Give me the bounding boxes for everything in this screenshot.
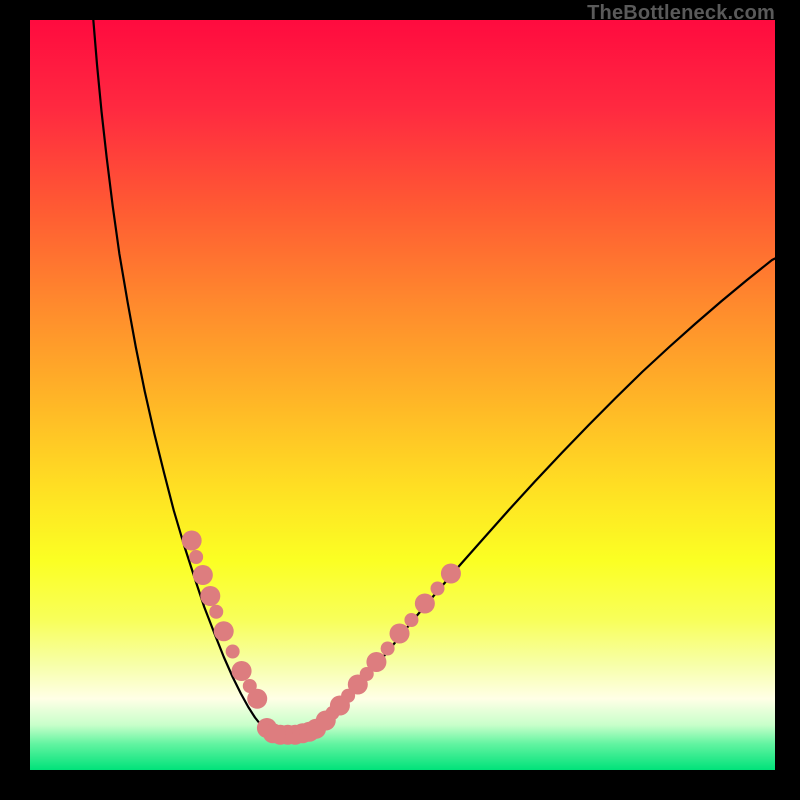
marker-dot (189, 550, 203, 564)
chart-svg (30, 20, 775, 770)
marker-dot (381, 642, 395, 656)
marker-dot (209, 605, 223, 619)
marker-dot (193, 565, 213, 585)
gradient-background (30, 20, 775, 770)
marker-dot (390, 624, 410, 644)
marker-dot (404, 613, 418, 627)
marker-dot (431, 582, 445, 596)
marker-dot (415, 594, 435, 614)
marker-dot (200, 586, 220, 606)
marker-dot (226, 645, 240, 659)
marker-dot (182, 531, 202, 551)
chart-frame: TheBottleneck.com (0, 0, 800, 800)
marker-dot (247, 689, 267, 709)
marker-dot (214, 621, 234, 641)
marker-dot (232, 661, 252, 681)
marker-dot (441, 564, 461, 584)
marker-dot (366, 652, 386, 672)
plot-area (30, 20, 775, 770)
